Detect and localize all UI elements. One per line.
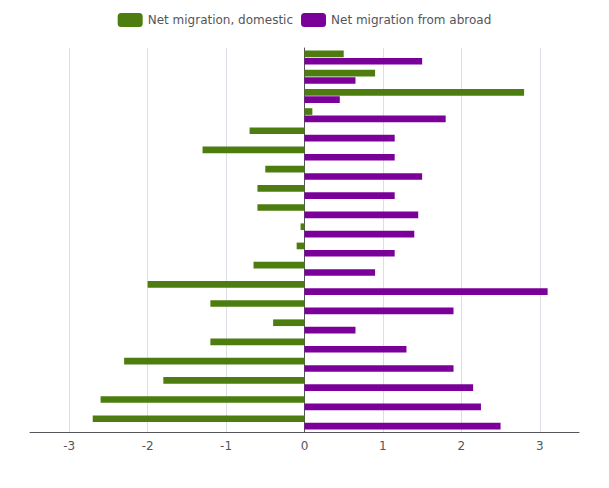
svg-text:0: 0 (301, 439, 309, 453)
svg-text:-1: -1 (220, 439, 232, 453)
svg-text:1: 1 (379, 439, 387, 453)
svg-text:-2: -2 (142, 439, 154, 453)
svg-text:Net migration, domestic: Net migration, domestic (148, 13, 293, 27)
svg-text:Net migration from abroad: Net migration from abroad (331, 13, 491, 27)
svg-text:3: 3 (536, 439, 544, 453)
svg-text:2: 2 (458, 439, 466, 453)
svg-text:-3: -3 (63, 439, 75, 453)
